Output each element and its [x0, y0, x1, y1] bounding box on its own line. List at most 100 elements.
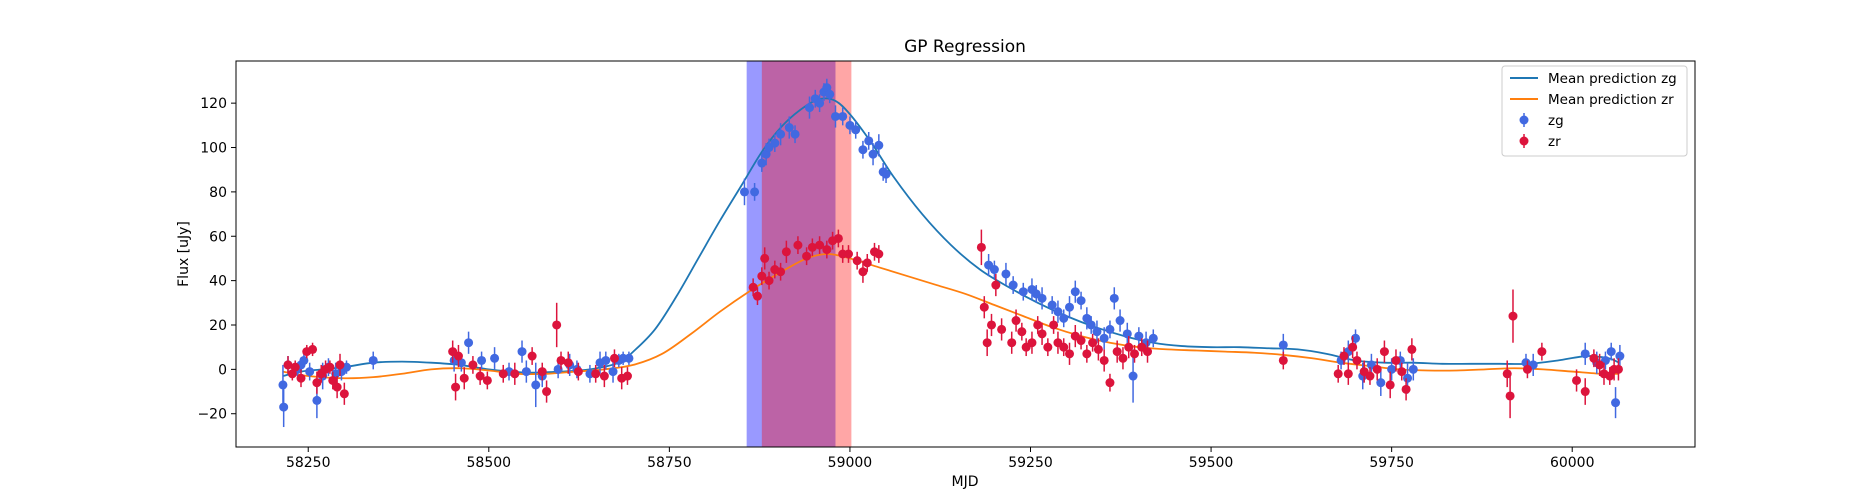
- data-point: [1365, 371, 1375, 381]
- y-tick-label: 80: [209, 185, 227, 201]
- y-tick-label: 40: [209, 274, 227, 290]
- data-point: [1037, 293, 1047, 303]
- data-point: [1049, 320, 1059, 330]
- x-tick-label: 60000: [1550, 455, 1595, 471]
- data-point: [453, 351, 463, 361]
- data-point: [1572, 375, 1582, 385]
- data-point: [776, 267, 786, 277]
- data-point: [838, 111, 848, 121]
- data-point: [864, 136, 874, 146]
- data-point: [1115, 316, 1125, 326]
- data-point: [1053, 307, 1063, 317]
- data-point: [1105, 324, 1115, 334]
- data-point: [451, 382, 461, 392]
- data-point: [739, 187, 749, 197]
- data-point: [591, 369, 601, 379]
- x-tick-label: 59250: [1008, 455, 1053, 471]
- data-point: [807, 242, 817, 252]
- data-point: [757, 271, 767, 281]
- data-point: [1407, 344, 1417, 354]
- data-point: [770, 138, 780, 148]
- x-tick-label: 58500: [467, 455, 512, 471]
- data-point: [622, 371, 632, 381]
- data-point: [459, 373, 469, 383]
- data-point: [991, 280, 1001, 290]
- data-point: [843, 249, 853, 259]
- x-tick-label: 59750: [1369, 455, 1414, 471]
- data-point: [858, 267, 868, 277]
- data-point: [599, 371, 609, 381]
- data-point: [1278, 340, 1288, 350]
- data-point: [804, 103, 814, 113]
- data-point: [1027, 338, 1037, 348]
- data-point: [1124, 342, 1134, 352]
- data-point: [283, 360, 293, 370]
- data-point: [521, 367, 531, 377]
- data-point: [815, 240, 825, 250]
- data-point: [1017, 327, 1027, 337]
- data-point: [881, 169, 891, 179]
- legend: Mean prediction zg Mean prediction zr zg…: [1501, 65, 1688, 157]
- data-point: [1082, 349, 1092, 359]
- data-point: [609, 353, 619, 363]
- data-point: [1086, 320, 1096, 330]
- data-point: [1001, 269, 1011, 279]
- data-point: [822, 245, 832, 255]
- data-point: [790, 129, 800, 139]
- data-point: [1387, 364, 1397, 374]
- data-point: [537, 367, 547, 377]
- data-point: [979, 302, 989, 312]
- data-point: [1130, 349, 1140, 359]
- legend-label-zr: zr: [1548, 134, 1561, 150]
- x-tick-label: 58750: [647, 455, 692, 471]
- data-point: [1109, 293, 1119, 303]
- observation-points: [278, 78, 1625, 428]
- data-point: [748, 282, 758, 292]
- data-point: [308, 344, 318, 354]
- data-point: [1092, 327, 1102, 337]
- data-point: [1391, 355, 1401, 365]
- data-point: [858, 145, 868, 155]
- data-point: [1143, 347, 1153, 357]
- data-point: [802, 251, 812, 261]
- data-point: [1118, 353, 1128, 363]
- data-point: [1595, 360, 1605, 370]
- data-point: [1065, 349, 1075, 359]
- data-point: [1611, 398, 1621, 408]
- chart-title: GP Regression: [904, 37, 1026, 57]
- data-point: [339, 389, 349, 399]
- data-point: [527, 351, 537, 361]
- data-point: [332, 382, 342, 392]
- data-point: [335, 360, 345, 370]
- data-point: [1605, 371, 1615, 381]
- data-point: [851, 125, 861, 135]
- data-point: [1401, 384, 1411, 394]
- data-point: [1076, 296, 1086, 306]
- legend-label-zg: zg: [1548, 113, 1564, 129]
- data-point: [305, 367, 315, 377]
- data-point: [987, 320, 997, 330]
- data-point: [490, 353, 500, 363]
- data-point: [278, 380, 288, 390]
- data-point: [296, 373, 306, 383]
- data-point: [1122, 329, 1132, 339]
- data-point: [997, 324, 1007, 334]
- data-point: [982, 338, 992, 348]
- x-tick-label: 59000: [828, 455, 873, 471]
- data-point: [862, 258, 872, 268]
- legend-box: [1501, 65, 1688, 157]
- data-point: [852, 256, 862, 266]
- data-point: [874, 249, 884, 259]
- data-point: [1589, 353, 1599, 363]
- y-tick-label: −20: [197, 407, 227, 423]
- data-point: [760, 253, 770, 263]
- data-point: [1615, 351, 1625, 361]
- data-point: [1376, 378, 1386, 388]
- data-point: [1093, 344, 1103, 354]
- data-point: [1522, 364, 1532, 374]
- data-point: [608, 367, 618, 377]
- data-point: [1580, 349, 1590, 359]
- data-point: [290, 362, 300, 372]
- data-point: [1008, 280, 1018, 290]
- data-point: [1059, 342, 1069, 352]
